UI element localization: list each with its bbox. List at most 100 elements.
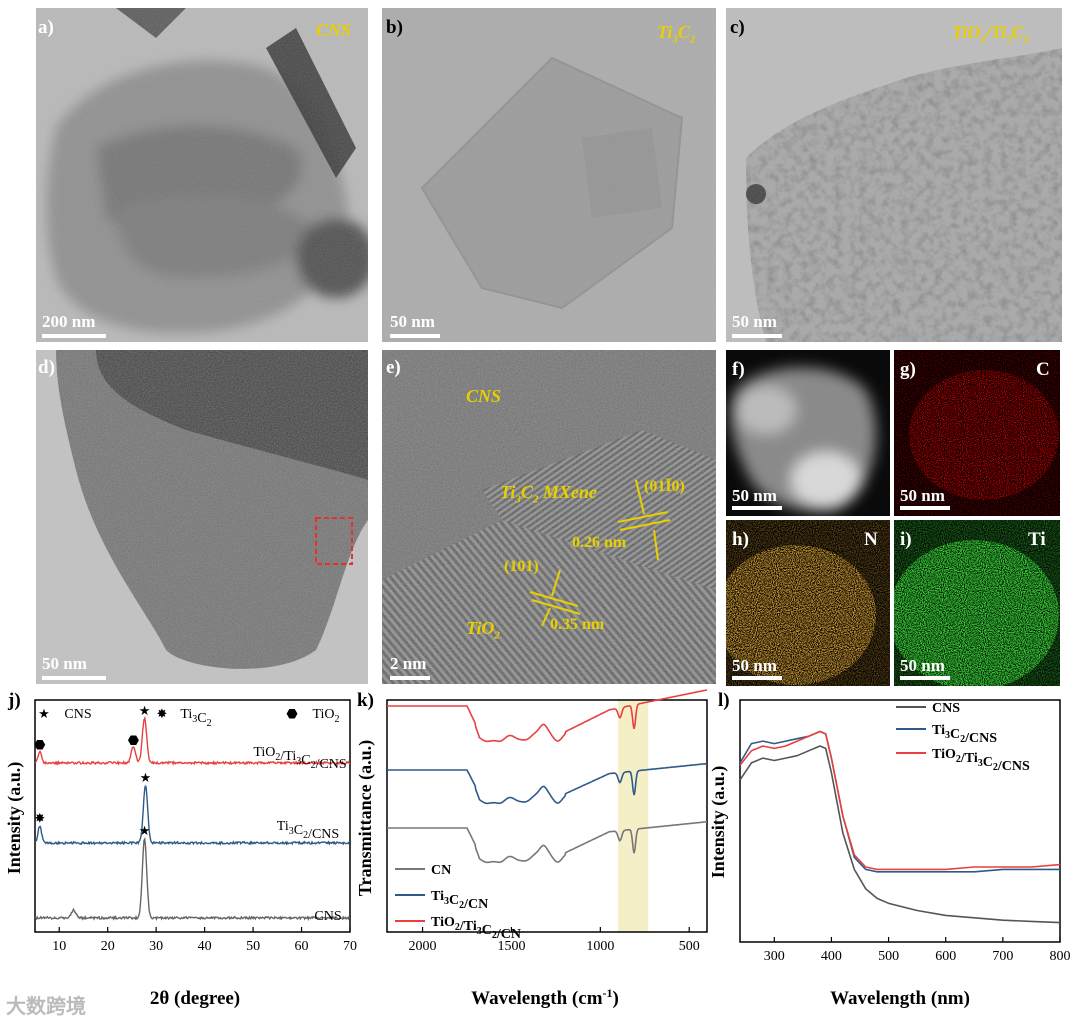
tem-image-cns: [36, 8, 368, 342]
x-tick-label: 30: [149, 939, 163, 954]
xrd-label-tio2-ti3c2-cns: TiO2/Ti3C2/CNS: [253, 745, 346, 772]
x-tick-label: 20: [101, 939, 115, 954]
peak-marker: ★: [139, 823, 151, 838]
hrtem-panel-e: e) CNS Ti3C2 MXene (01Ī0) 0.26 nm (101) …: [382, 350, 716, 684]
haadf-panel-f: f) 50 nm: [726, 350, 890, 516]
d-spacing-tio2: 0.35 nm: [550, 616, 605, 633]
x-tick-label: 800: [1050, 949, 1071, 964]
haadf-image: [726, 350, 890, 516]
d-spacing-mxene: 0.26 nm: [572, 534, 627, 551]
ftir-line-1: [387, 762, 708, 805]
legend-text: CNS: [64, 707, 91, 722]
x-tick-label: 1000: [586, 939, 614, 954]
peak-marker: ✸: [34, 811, 45, 826]
ftir-line-0: [387, 821, 707, 864]
x-axis-label: Wavelength (cm-1): [471, 986, 619, 1009]
ftir-chart: 2000 1500 1000 500 CN Ti3C2/CN TiO2/Ti3C2/CN k)…: [355, 689, 708, 1009]
watermark: 大数跨境: [6, 994, 86, 1018]
element-label-n: N: [864, 529, 878, 550]
panel-label-h: h): [732, 529, 749, 550]
ftir-line-2: [387, 689, 708, 743]
plot-frame: [34, 699, 351, 933]
legend-text: TiO2/Ti3C2/CNS: [932, 747, 1030, 774]
panel-label-l: l): [718, 690, 730, 711]
tem-image-ti3c2: [382, 8, 716, 342]
peak-marker: ★: [140, 770, 152, 785]
x-tick-label: 300: [764, 949, 785, 964]
plot-frame: [739, 699, 1061, 943]
xrd-line-2: [34, 836, 351, 922]
material-label-cns: CNS: [316, 20, 352, 40]
highlight-band: [618, 700, 649, 932]
uv-line-0: [739, 745, 1061, 924]
x-tick-label: 500: [679, 939, 700, 954]
x-axis-label: 2θ (degree): [150, 988, 240, 1009]
xrd-line-0: [34, 715, 351, 766]
legend-text: TiO2/Ti3C2/CN: [431, 915, 521, 942]
tem-image-tio2-ti3c2: [726, 8, 1062, 342]
legend-text: Ti3C2/CN: [431, 889, 488, 912]
x-axis-label: Wavelength (nm): [830, 988, 970, 1009]
panel-label-d: d): [38, 357, 55, 378]
eds-map-titanium: [894, 520, 1060, 686]
legend-text: CNS: [932, 701, 960, 716]
peak-marker: ⬣: [34, 737, 46, 752]
element-label-ti: Ti: [1028, 529, 1046, 550]
xrd-line-1: [34, 785, 350, 846]
panel-label-f: f): [732, 359, 745, 380]
panel-label-c: c): [730, 17, 745, 38]
hrtem-image: [382, 350, 716, 684]
y-axis-label: Intensity (a.u.): [708, 766, 729, 879]
tem-panel-a: a) CNS 200 nm: [36, 8, 368, 342]
legend-text: TiO2: [312, 707, 339, 725]
x-tick-label: 700: [992, 949, 1013, 964]
x-tick-label: 1500: [497, 939, 525, 954]
cns-region-label: CNS: [466, 386, 502, 406]
eds-map-titanium-panel: i) Ti 50 nm: [894, 520, 1060, 686]
xrd-label-ti3c2-cns: Ti3C2/CNS: [277, 819, 339, 842]
eds-map-nitrogen: [726, 520, 890, 686]
legend-symbol: ✸: [157, 706, 168, 721]
x-tick-label: 2000: [409, 939, 437, 954]
peak-marker: ⬣: [128, 732, 140, 747]
tem-panel-c: c) TiO2/Ti3C2 50 nm: [726, 8, 1062, 342]
eds-map-nitrogen-panel: h) N 50 nm: [726, 520, 890, 686]
panel-label-a: a): [38, 17, 54, 38]
lattice-plane-mxene: (01Ī0): [644, 478, 685, 495]
plot-frame: [386, 699, 708, 933]
tem-panel-b: b) Ti3C2 50 nm: [382, 8, 716, 342]
panel-label-e: e): [386, 357, 401, 378]
x-tick-label: 60: [295, 939, 309, 954]
element-label-c: C: [1036, 359, 1050, 380]
legend-text: Ti3C2: [180, 707, 211, 729]
mxene-region-label: Ti3C2 MXene: [500, 482, 597, 506]
selection-box: [315, 517, 353, 565]
x-tick-label: 10: [52, 939, 66, 954]
tio2-region-label: TiO2: [466, 618, 500, 642]
uv-vis-chart: 300 400 500 600 700 800 CNS Ti3C2/CNSTiO2/Ti3C2…: [708, 690, 1071, 1009]
tem-image-composite: [36, 350, 368, 684]
eds-map-carbon-panel: g) C 50 nm: [894, 350, 1060, 516]
xrd-chart: 10 20 30 40 50 60 70 ⬣ ⬣ ★ ✸ ★ ★ TiO2/Ti3C2/CNS Ti3C2/…: [4, 690, 357, 1009]
panel-label-i: i): [900, 529, 912, 550]
lattice-plane-tio2: (101): [504, 558, 539, 575]
panel-label-b: b): [386, 17, 403, 38]
tem-panel-d: d) 50 nm: [36, 350, 368, 684]
x-tick-label: 500: [878, 949, 899, 964]
panel-label-k: k): [357, 690, 374, 711]
x-tick-label: 40: [198, 939, 212, 954]
x-tick-label: 400: [821, 949, 842, 964]
x-tick-label: 70: [343, 939, 357, 954]
panel-label-g: g): [900, 359, 916, 380]
material-label-tio2-ti3c2: TiO2/Ti3C2: [952, 22, 1030, 46]
material-label-ti3c2: Ti3C2: [657, 22, 696, 46]
legend-symbol: ★: [38, 706, 50, 721]
legend-text: CN: [431, 863, 451, 878]
y-axis-label: Transmittance (a.u.): [355, 740, 376, 896]
uv-line-2: [739, 730, 1061, 871]
y-axis-label: Intensity (a.u.): [4, 762, 25, 875]
eds-map-carbon: [894, 350, 1060, 516]
peak-marker: ★: [139, 703, 151, 718]
x-tick-label: 600: [935, 949, 956, 964]
x-tick-label: 50: [246, 939, 260, 954]
